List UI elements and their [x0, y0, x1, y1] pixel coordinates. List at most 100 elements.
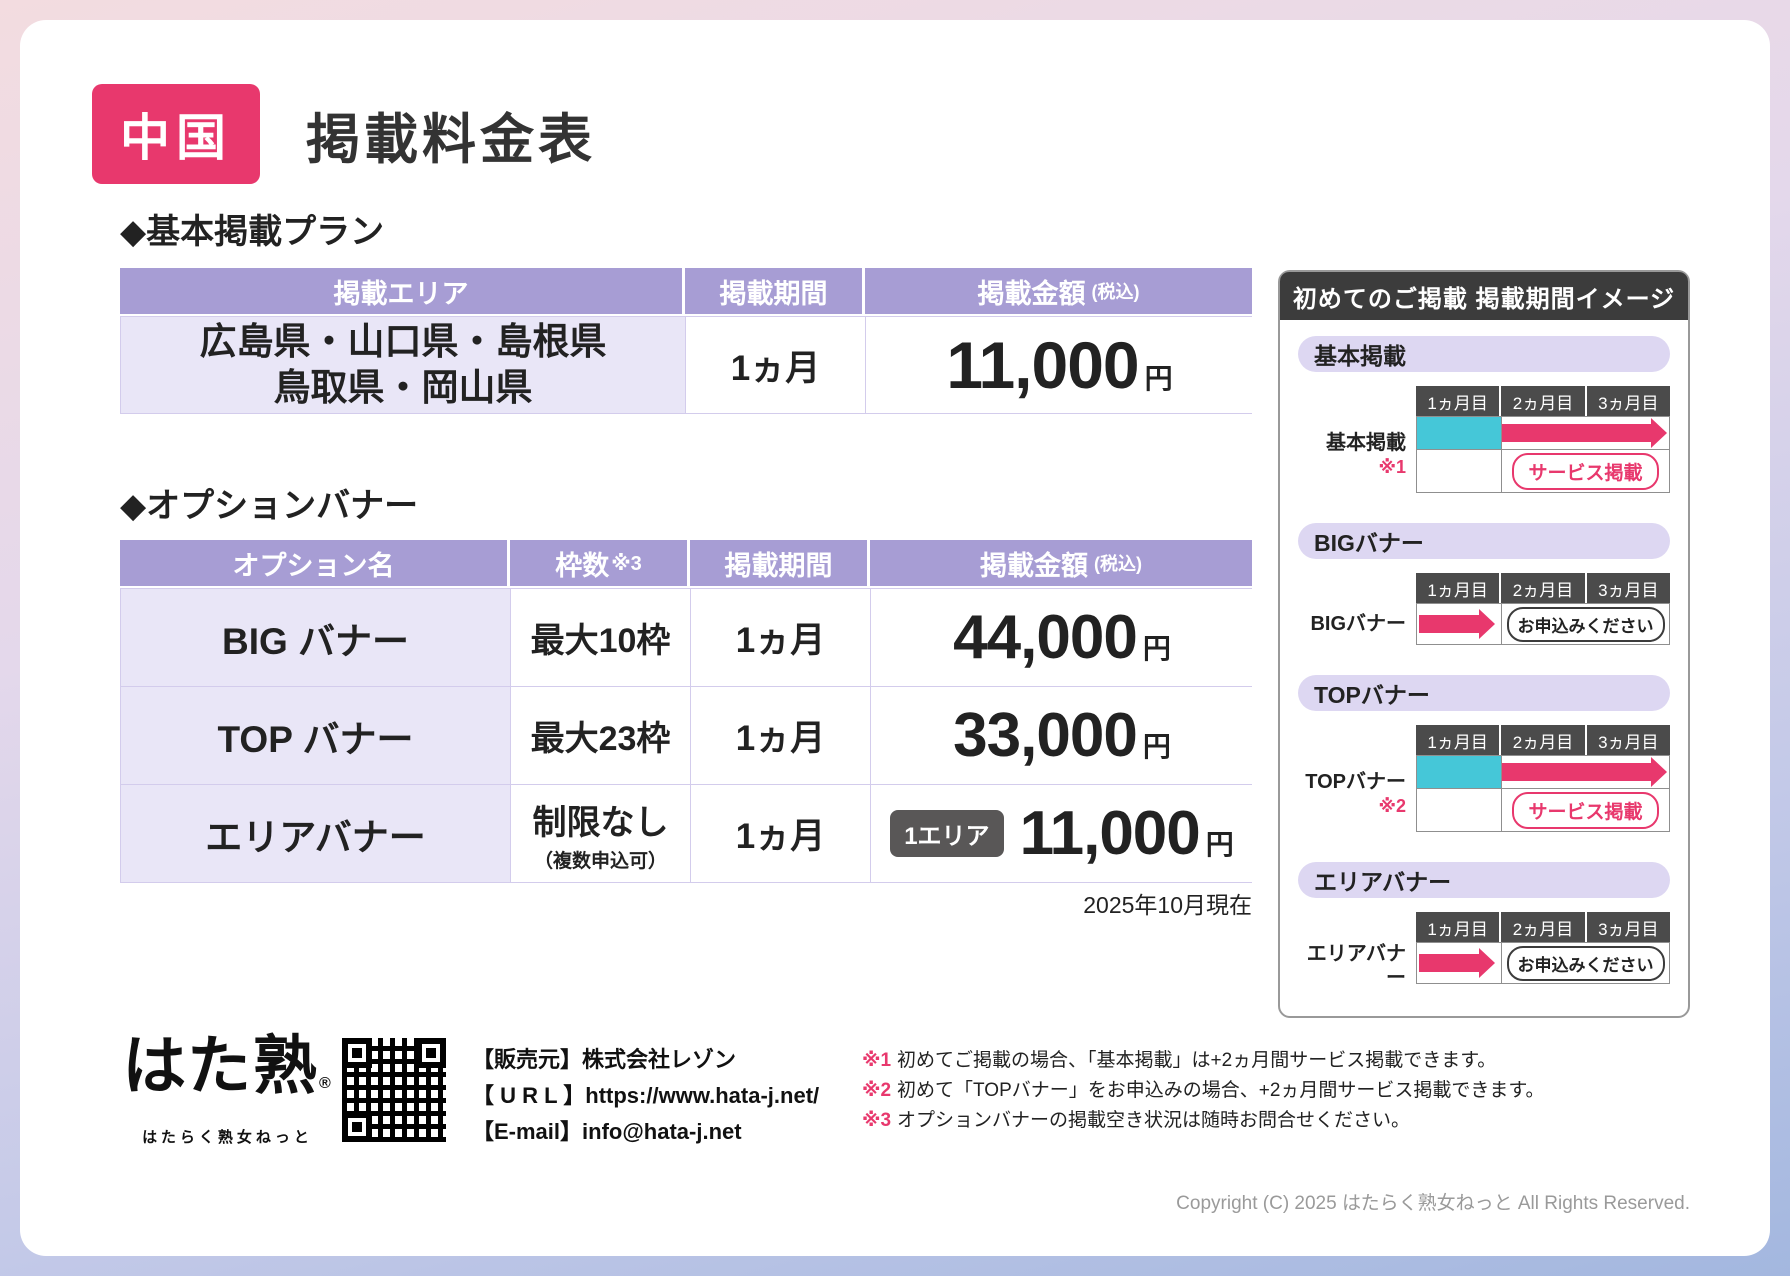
copyright-text: Copyright (C) 2025 はたらく熟女ねっと All Rights … [1176, 1193, 1690, 1214]
price-cell: 11,000 円 [866, 317, 1253, 413]
column-header-slots: 枠数 ※3 [510, 540, 690, 588]
timeline-row-label: 基本掲載 ※1 [1326, 431, 1406, 477]
option-name-cell: エリアバナー [121, 785, 511, 882]
service-label: サービス掲載 [1512, 791, 1659, 829]
company-logo: はた熟® はたらく熟女ねっと [120, 1032, 335, 1147]
table-row: 広島県・山口県・島根県 鳥取県・岡山県 1ヵ月 11,000 円 [121, 317, 1253, 413]
period-cell: 1ヵ月 [691, 687, 871, 784]
tax-note: (税込) [1094, 554, 1142, 574]
slots-cell: 制限なし （複数申込可） [511, 785, 691, 882]
slots-cell: 最大23枠 [511, 687, 691, 784]
paid-period-cell [1417, 943, 1501, 983]
service-period-cell [1501, 417, 1669, 449]
timeline-row-label: TOPバナー ※2 [1305, 770, 1406, 816]
region-badge: 中国 [92, 84, 260, 184]
timeline-pill-area-banner: エリアバナー [1298, 862, 1670, 898]
column-header-price: 掲載金額 (税込) [865, 268, 1252, 316]
timeline-table-basic: 基本掲載 ※1 1ヵ月目 2ヵ月目 3ヵ月目 [1298, 386, 1670, 493]
publisher-info: 【販売元】株式会社レゾン 【 U R L 】https://www.hata-j… [472, 1042, 819, 1150]
month-header-row: 1ヵ月目 2ヵ月目 3ヵ月目 [1416, 725, 1670, 755]
timeline-pill-top-banner: TOPバナー [1298, 675, 1670, 711]
option-name-cell: TOP バナー [121, 687, 511, 784]
table-row-big-banner: BIG バナー 最大10枠 1ヵ月 44,000 円 [121, 589, 1253, 686]
timeline-table-area-banner: エリアバナー 1ヵ月目 2ヵ月目 3ヵ月目 お申込みください [1298, 912, 1670, 990]
arrow-icon [1502, 763, 1651, 781]
options-table-body: BIG バナー 最大10枠 1ヵ月 44,000 円 TOP バナー 最 [120, 588, 1253, 883]
period-cell: 1ヵ月 [691, 785, 871, 882]
timeline-row-label: BIGバナー [1310, 613, 1406, 635]
service-label: サービス掲載 [1512, 452, 1659, 490]
url-text: https://www.hata-j.net/ [585, 1083, 820, 1108]
price-unit: 円 [1144, 363, 1173, 394]
price-value: 11,000 [1019, 799, 1201, 868]
period-cell: 1ヵ月 [686, 317, 866, 413]
timeline-table-top-banner: TOPバナー ※2 1ヵ月目 2ヵ月目 3ヵ月目 [1298, 725, 1670, 832]
month-header-row: 1ヵ月目 2ヵ月目 3ヵ月目 [1416, 386, 1670, 416]
tax-note: (税込) [1091, 282, 1140, 302]
timeline-table-big-banner: BIGバナー 1ヵ月目 2ヵ月目 3ヵ月目 お申込みください [1298, 573, 1670, 645]
option-banner-table: オプション名 枠数 ※3 掲載期間 掲載金額 (税込) BIG バナー 最大10枠 … [120, 540, 1253, 883]
column-header-period: 掲載期間 [685, 268, 865, 316]
qr-finder-icon [342, 1112, 372, 1142]
service-label-cell: サービス掲載 [1501, 450, 1669, 492]
qr-finder-icon [416, 1038, 446, 1068]
basic-table-header: 掲載エリア 掲載期間 掲載金額 (税込) [120, 268, 1252, 316]
footnote-mark: ※2 [1378, 795, 1406, 816]
price-unit: 円 [1142, 633, 1171, 664]
empty-cell [1417, 789, 1501, 831]
price-value: 11,000 [946, 328, 1139, 402]
timeline-panel-body: 基本掲載 基本掲載 ※1 1ヵ月目 2ヵ月目 3ヵ月目 [1280, 320, 1688, 990]
apply-label-cell: お申込みください [1501, 604, 1669, 644]
column-header-period: 掲載期間 [690, 540, 870, 588]
qr-finder-icon [342, 1038, 372, 1068]
basic-plan-table: 掲載エリア 掲載期間 掲載金額 (税込) 広島県・山口県・島根県 鳥取県・岡山県 … [120, 268, 1253, 414]
month-header-row: 1ヵ月目 2ヵ月目 3ヵ月目 [1416, 573, 1670, 603]
paid-period-bar [1417, 756, 1501, 788]
registered-mark: ® [318, 1075, 333, 1092]
price-value: 44,000 [953, 603, 1138, 672]
price-badge: 1エリア [890, 810, 1004, 857]
qr-code [342, 1038, 446, 1142]
as-of-date: 2025年10月現在 [1083, 892, 1252, 918]
arrow-icon [1502, 424, 1651, 442]
section-heading-options: ◆オプションバナー [120, 487, 419, 525]
timeline-panel: 初めてのご掲載 掲載期間イメージ 基本掲載 基本掲載 ※1 1ヵ月目 2ヵ月目 3ヵ… [1278, 270, 1690, 1018]
column-header-option-name: オプション名 [120, 540, 510, 588]
basic-table-body: 広島県・山口県・島根県 鳥取県・岡山県 1ヵ月 11,000 円 [120, 316, 1253, 414]
apply-label-cell: お申込みください [1501, 943, 1669, 983]
timeline-pill-big-banner: BIGバナー [1298, 523, 1670, 559]
logo-subtitle: はたらく熟女ねっと [142, 1129, 313, 1146]
month-header-row: 1ヵ月目 2ヵ月目 3ヵ月目 [1416, 912, 1670, 942]
table-row-top-banner: TOP バナー 最大23枠 1ヵ月 33,000 円 [121, 686, 1253, 784]
section-heading-basic: ◆基本掲載プラン [120, 213, 385, 251]
timeline-panel-title: 初めてのご掲載 掲載期間イメージ [1280, 272, 1688, 320]
footnote-1: ※1 初めてご掲載の場合、「基本掲載」は+2ヵ月間サービス掲載できます。 [862, 1050, 1497, 1071]
column-header-area: 掲載エリア [120, 268, 685, 316]
price-cell: 1エリア 11,000 円 [871, 785, 1253, 882]
price-unit: 円 [1142, 731, 1171, 762]
price-cell: 33,000 円 [871, 687, 1253, 784]
timeline-row-label: エリアバナー [1306, 943, 1406, 989]
header: 中国 掲載料金表 [92, 84, 596, 184]
slots-footnote-mark: ※3 [611, 552, 642, 575]
empty-cell [1417, 450, 1501, 492]
price-value: 33,000 [953, 701, 1138, 770]
document-card: 中国 掲載料金表 ◆基本掲載プラン 掲載エリア 掲載期間 掲載金額 (税込) 広島… [20, 20, 1770, 1256]
email-text: info@hata-j.net [582, 1119, 742, 1144]
page-title: 掲載料金表 [306, 109, 596, 170]
footnote-mark: ※1 [1378, 456, 1406, 477]
table-row-area-banner: エリアバナー 制限なし （複数申込可） 1ヵ月 1エリア 11,000 円 [121, 784, 1253, 882]
option-name-cell: BIG バナー [121, 589, 511, 686]
apply-label: お申込みください [1506, 945, 1665, 981]
arrow-icon [1419, 954, 1479, 972]
service-period-cell [1501, 756, 1669, 788]
price-unit: 円 [1205, 829, 1234, 860]
email-line: 【E-mail】info@hata-j.net [472, 1119, 742, 1144]
period-cell: 1ヵ月 [691, 589, 871, 686]
paid-period-bar [1417, 417, 1501, 449]
options-table-header: オプション名 枠数 ※3 掲載期間 掲載金額 (税込) [120, 540, 1252, 588]
apply-label: お申込みください [1506, 606, 1665, 642]
paid-period-cell [1417, 604, 1501, 644]
slots-note: （複数申込可） [533, 850, 667, 872]
arrow-icon [1419, 615, 1479, 633]
